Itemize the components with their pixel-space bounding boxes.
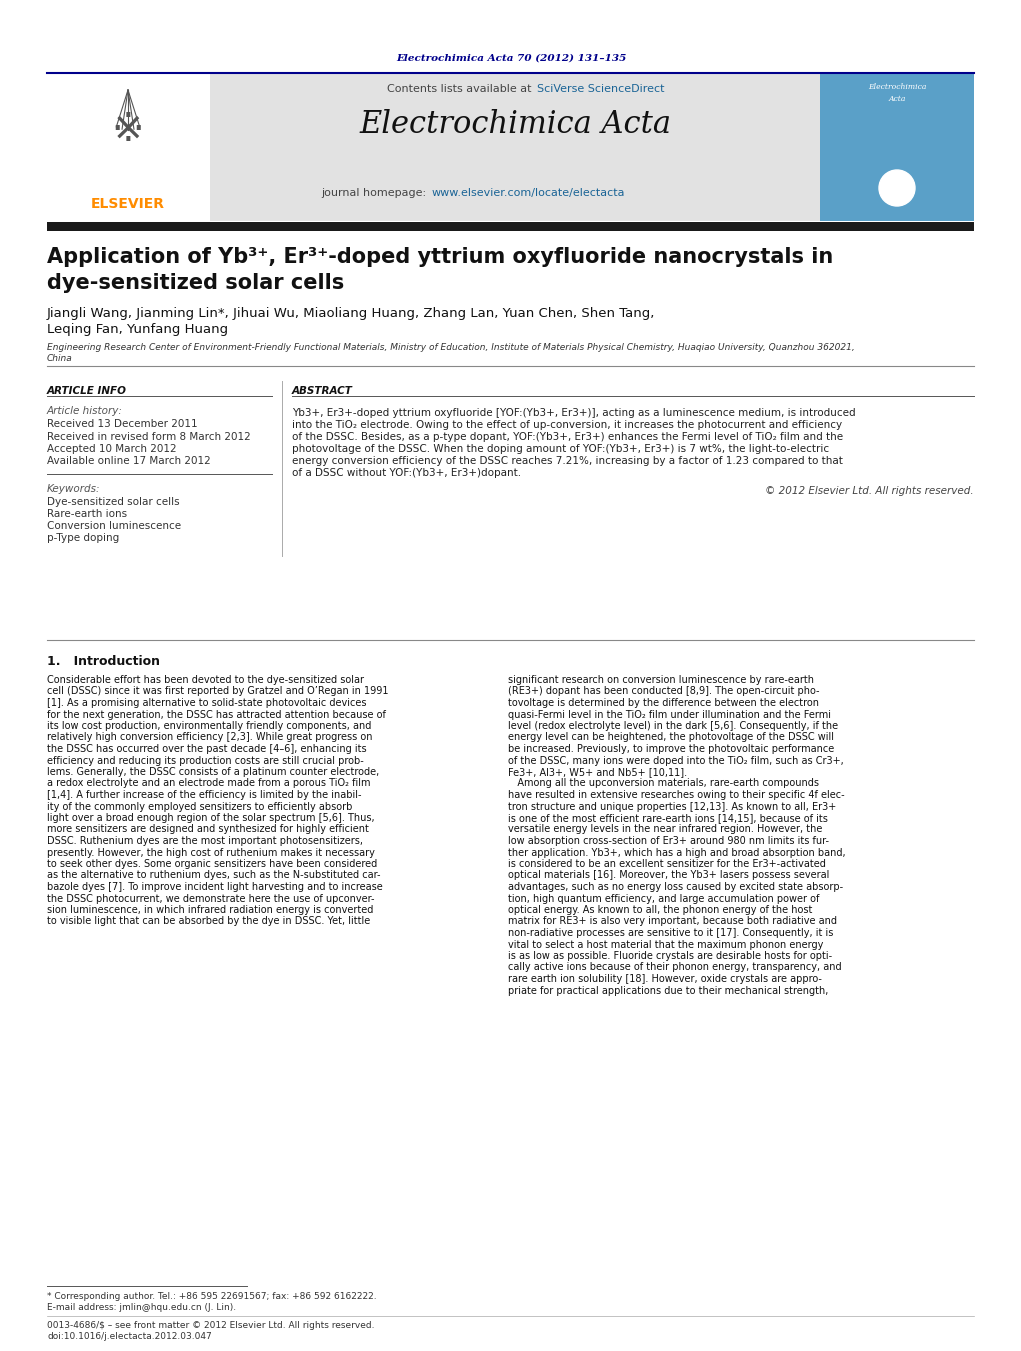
Text: tron structure and unique properties [12,13]. As known to all, Er3+: tron structure and unique properties [12…: [508, 801, 836, 812]
Text: into the TiO₂ electrode. Owing to the effect of up-conversion, it increases the : into the TiO₂ electrode. Owing to the ef…: [292, 420, 842, 430]
Text: * Corresponding author. Tel.: +86 595 22691567; fax: +86 592 6162222.: * Corresponding author. Tel.: +86 595 22…: [47, 1292, 377, 1301]
Text: be increased. Previously, to improve the photovoltaic performance: be increased. Previously, to improve the…: [508, 744, 834, 754]
Bar: [210, 73, 820, 222]
Text: lems. Generally, the DSSC consists of a platinum counter electrode,: lems. Generally, the DSSC consists of a …: [47, 767, 379, 777]
Bar: [820, 73, 974, 222]
Text: tovoltage is determined by the difference between the electron: tovoltage is determined by the differenc…: [508, 698, 819, 708]
Text: Application of Yb³⁺, Er³⁺-doped yttrium oxyfluoride nanocrystals in: Application of Yb³⁺, Er³⁺-doped yttrium …: [47, 247, 833, 267]
Text: is as low as possible. Fluoride crystals are desirable hosts for opti-: is as low as possible. Fluoride crystals…: [508, 951, 832, 961]
Text: Yb3+, Er3+-doped yttrium oxyfluoride [YOF:(Yb3+, Er3+)], acting as a luminescenc: Yb3+, Er3+-doped yttrium oxyfluoride [YO…: [292, 408, 856, 417]
Text: www.elsevier.com/locate/electacta: www.elsevier.com/locate/electacta: [432, 188, 626, 199]
Text: matrix for RE3+ is also very important, because both radiative and: matrix for RE3+ is also very important, …: [508, 916, 837, 927]
Text: Rare-earth ions: Rare-earth ions: [47, 509, 128, 519]
Text: low absorption cross-section of Er3+ around 980 nm limits its fur-: low absorption cross-section of Er3+ aro…: [508, 836, 829, 846]
Text: advantages, such as no energy loss caused by excited state absorp-: advantages, such as no energy loss cause…: [508, 882, 843, 892]
Text: the DSSC photocurrent, we demonstrate here the use of upconver-: the DSSC photocurrent, we demonstrate he…: [47, 893, 375, 904]
Text: its low cost production, environmentally friendly components, and: its low cost production, environmentally…: [47, 721, 372, 731]
Text: sion luminescence, in which infrared radiation energy is converted: sion luminescence, in which infrared rad…: [47, 905, 374, 915]
Text: ABSTRACT: ABSTRACT: [292, 386, 353, 396]
Text: SciVerse ScienceDirect: SciVerse ScienceDirect: [537, 84, 665, 95]
Text: level (redox electrolyte level) in the dark [5,6]. Consequently, if the: level (redox electrolyte level) in the d…: [508, 721, 838, 731]
Text: non-radiative processes are sensitive to it [17]. Consequently, it is: non-radiative processes are sensitive to…: [508, 928, 833, 938]
Text: is one of the most efficient rare-earth ions [14,15], because of its: is one of the most efficient rare-earth …: [508, 813, 828, 823]
Text: DSSC. Ruthenium dyes are the most important photosensitizers,: DSSC. Ruthenium dyes are the most import…: [47, 836, 363, 846]
Text: cally active ions because of their phonon energy, transparency, and: cally active ions because of their phono…: [508, 962, 841, 973]
Text: quasi-Fermi level in the TiO₂ film under illumination and the Fermi: quasi-Fermi level in the TiO₂ film under…: [508, 709, 831, 720]
Text: versatile energy levels in the near infrared region. However, the: versatile energy levels in the near infr…: [508, 824, 822, 835]
Text: Jiangli Wang, Jianming Lin*, Jihuai Wu, Miaoliang Huang, Zhang Lan, Yuan Chen, S: Jiangli Wang, Jianming Lin*, Jihuai Wu, …: [47, 307, 655, 320]
Text: have resulted in extensive researches owing to their specific 4f elec-: have resulted in extensive researches ow…: [508, 790, 844, 800]
Text: presently. However, the high cost of ruthenium makes it necessary: presently. However, the high cost of rut…: [47, 847, 375, 858]
Bar: [47, 73, 210, 222]
Text: 1.   Introduction: 1. Introduction: [47, 655, 160, 667]
Text: Contents lists available at: Contents lists available at: [387, 84, 535, 95]
Text: [1,4]. A further increase of the efficiency is limited by the inabil-: [1,4]. A further increase of the efficie…: [47, 790, 361, 800]
Text: Available online 17 March 2012: Available online 17 March 2012: [47, 457, 210, 466]
Text: more sensitizers are designed and synthesized for highly efficient: more sensitizers are designed and synthe…: [47, 824, 369, 835]
Text: 0013-4686/$ – see front matter © 2012 Elsevier Ltd. All rights reserved.: 0013-4686/$ – see front matter © 2012 El…: [47, 1321, 375, 1329]
Text: to seek other dyes. Some organic sensitizers have been considered: to seek other dyes. Some organic sensiti…: [47, 859, 377, 869]
Text: a redox electrolyte and an electrode made from a porous TiO₂ film: a redox electrolyte and an electrode mad…: [47, 778, 371, 789]
Text: Engineering Research Center of Environment-Friendly Functional Materials, Minist: Engineering Research Center of Environme…: [47, 343, 855, 353]
Text: optical energy. As known to all, the phonon energy of the host: optical energy. As known to all, the pho…: [508, 905, 813, 915]
Circle shape: [879, 170, 915, 205]
Text: Leqing Fan, Yunfang Huang: Leqing Fan, Yunfang Huang: [47, 323, 228, 336]
Text: Accepted 10 March 2012: Accepted 10 March 2012: [47, 444, 177, 454]
Text: ther application. Yb3+, which has a high and broad absorption band,: ther application. Yb3+, which has a high…: [508, 847, 845, 858]
Text: photovoltage of the DSSC. When the doping amount of YOF:(Yb3+, Er3+) is 7 wt%, t: photovoltage of the DSSC. When the dopin…: [292, 444, 829, 454]
Text: dye-sensitized solar cells: dye-sensitized solar cells: [47, 273, 344, 293]
Text: of the DSSC. Besides, as a p-type dopant, YOF:(Yb3+, Er3+) enhances the Fermi le: of the DSSC. Besides, as a p-type dopant…: [292, 432, 843, 442]
Text: relatively high conversion efficiency [2,3]. While great progress on: relatively high conversion efficiency [2…: [47, 732, 373, 743]
Text: cell (DSSC) since it was first reported by Gratzel and O’Regan in 1991: cell (DSSC) since it was first reported …: [47, 686, 389, 697]
Text: tion, high quantum efficiency, and large accumulation power of: tion, high quantum efficiency, and large…: [508, 893, 820, 904]
Bar: [47, 222, 974, 231]
Text: © 2012 Elsevier Ltd. All rights reserved.: © 2012 Elsevier Ltd. All rights reserved…: [766, 486, 974, 496]
Text: China: China: [47, 354, 72, 363]
Text: significant research on conversion luminescence by rare-earth: significant research on conversion lumin…: [508, 676, 814, 685]
Text: Fe3+, Al3+, W5+ and Nb5+ [10,11].: Fe3+, Al3+, W5+ and Nb5+ [10,11].: [508, 767, 687, 777]
Text: Considerable effort has been devoted to the dye-sensitized solar: Considerable effort has been devoted to …: [47, 676, 364, 685]
Text: Keywords:: Keywords:: [47, 484, 100, 494]
Text: Among all the upconversion materials, rare-earth compounds: Among all the upconversion materials, ra…: [508, 778, 819, 789]
Text: energy level can be heightened, the photovoltage of the DSSC will: energy level can be heightened, the phot…: [508, 732, 834, 743]
Text: efficiency and reducing its production costs are still crucial prob-: efficiency and reducing its production c…: [47, 755, 363, 766]
Text: bazole dyes [7]. To improve incident light harvesting and to increase: bazole dyes [7]. To improve incident lig…: [47, 882, 383, 892]
Text: rare earth ion solubility [18]. However, oxide crystals are appro-: rare earth ion solubility [18]. However,…: [508, 974, 822, 984]
Text: for the next generation, the DSSC has attracted attention because of: for the next generation, the DSSC has at…: [47, 709, 386, 720]
Text: ※: ※: [111, 111, 144, 149]
Text: Conversion luminescence: Conversion luminescence: [47, 521, 181, 531]
Text: journal homepage:: journal homepage:: [322, 188, 430, 199]
Text: light over a broad enough region of the solar spectrum [5,6]. Thus,: light over a broad enough region of the …: [47, 813, 375, 823]
Text: ARTICLE INFO: ARTICLE INFO: [47, 386, 127, 396]
Text: of the DSSC, many ions were doped into the TiO₂ film, such as Cr3+,: of the DSSC, many ions were doped into t…: [508, 755, 843, 766]
Text: ity of the commonly employed sensitizers to efficiently absorb: ity of the commonly employed sensitizers…: [47, 801, 352, 812]
Text: Electrochimica Acta: Electrochimica Acta: [359, 109, 671, 141]
Text: ISE: ISE: [890, 184, 904, 192]
Text: Received 13 December 2011: Received 13 December 2011: [47, 419, 198, 430]
Text: (RE3+) dopant has been conducted [8,9]. The open-circuit pho-: (RE3+) dopant has been conducted [8,9]. …: [508, 686, 820, 697]
Text: ELSEVIER: ELSEVIER: [91, 197, 165, 211]
Text: optical materials [16]. Moreover, the Yb3+ lasers possess several: optical materials [16]. Moreover, the Yb…: [508, 870, 829, 881]
Text: of a DSSC without YOF:(Yb3+, Er3+)dopant.: of a DSSC without YOF:(Yb3+, Er3+)dopant…: [292, 467, 521, 478]
Text: doi:10.1016/j.electacta.2012.03.047: doi:10.1016/j.electacta.2012.03.047: [47, 1332, 211, 1342]
Text: Electrochimica: Electrochimica: [868, 82, 926, 91]
Text: Dye-sensitized solar cells: Dye-sensitized solar cells: [47, 497, 180, 507]
Text: energy conversion efficiency of the DSSC reaches 7.21%, increasing by a factor o: energy conversion efficiency of the DSSC…: [292, 457, 843, 466]
Text: Electrochimica Acta 70 (2012) 131–135: Electrochimica Acta 70 (2012) 131–135: [396, 54, 626, 62]
Text: E-mail address: jmlin@hqu.edu.cn (J. Lin).: E-mail address: jmlin@hqu.edu.cn (J. Lin…: [47, 1302, 236, 1312]
Text: the DSSC has occurred over the past decade [4–6], enhancing its: the DSSC has occurred over the past deca…: [47, 744, 367, 754]
Text: p-Type doping: p-Type doping: [47, 534, 119, 543]
Text: vital to select a host material that the maximum phonon energy: vital to select a host material that the…: [508, 939, 823, 950]
Text: to visible light that can be absorbed by the dye in DSSC. Yet, little: to visible light that can be absorbed by…: [47, 916, 371, 927]
Text: [1]. As a promising alternative to solid-state photovoltaic devices: [1]. As a promising alternative to solid…: [47, 698, 367, 708]
Text: priate for practical applications due to their mechanical strength,: priate for practical applications due to…: [508, 985, 828, 996]
Text: Article history:: Article history:: [47, 407, 123, 416]
Text: Acta: Acta: [888, 95, 906, 103]
Text: as the alternative to ruthenium dyes, such as the N-substituted car-: as the alternative to ruthenium dyes, su…: [47, 870, 381, 881]
Text: is considered to be an excellent sensitizer for the Er3+-activated: is considered to be an excellent sensiti…: [508, 859, 826, 869]
Text: Received in revised form 8 March 2012: Received in revised form 8 March 2012: [47, 432, 251, 442]
